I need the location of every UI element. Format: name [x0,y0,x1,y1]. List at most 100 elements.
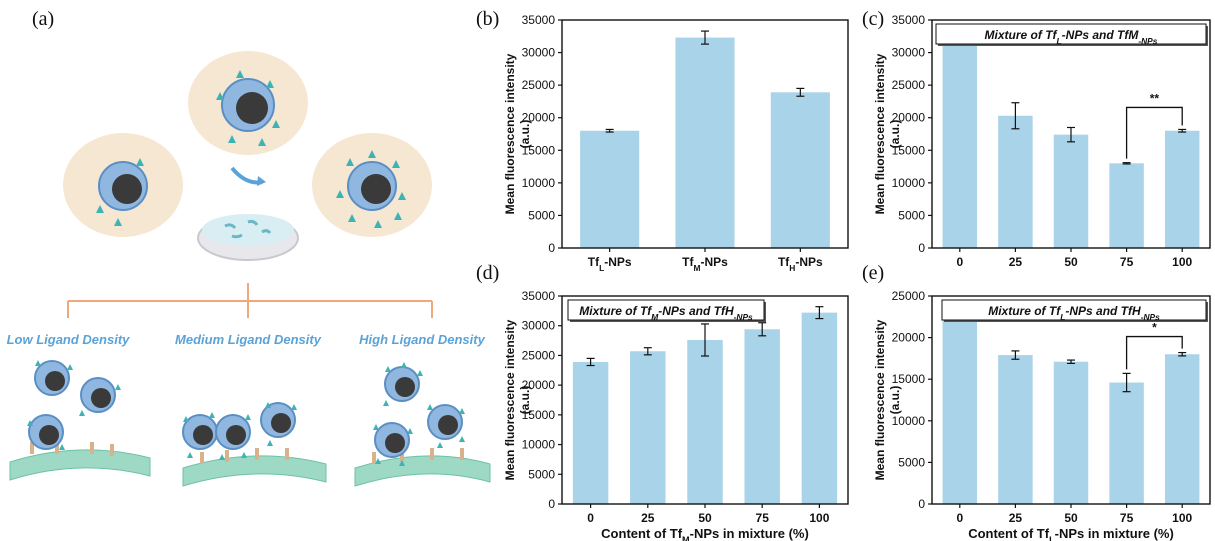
x-tick-label: 75 [1120,511,1134,525]
x-tick-label: 25 [1009,255,1023,269]
plot-area-e: 0 25 50 75 100 0 5000 10000 15000 20000 25000 [892,289,1211,525]
medium-density-nps [182,402,296,450]
y-tick-label: 35000 [892,13,926,27]
bar [770,92,830,249]
panel-label-c: (c) [862,8,885,30]
y-tick-label: 25000 [892,78,926,92]
y-tick-label: 35000 [522,13,556,27]
x-tick-label: 50 [1064,255,1078,269]
bar [630,351,666,504]
chart-d: 0 25 50 75 100 0 5000 10000 15000 20000 25000 30000… [503,289,849,541]
bar [1164,354,1200,504]
x-tick-label: 25 [1009,511,1023,525]
y-tick-label: 5000 [898,455,925,469]
axes-frame [931,295,1211,505]
y-axis-label-c: Mean fluorescence intensity (a.u.) [873,53,902,214]
bar [801,312,838,504]
bar [1053,361,1089,504]
y-tick-label: 30000 [522,319,556,333]
legend-box [567,299,765,321]
panel-label-b: (b) [476,8,500,30]
label-medium-density: Medium Ligand Density [175,332,322,347]
cell-membranes [9,449,491,487]
bar [744,329,780,504]
panel-label-e: (e) [862,262,885,284]
y-tick-label: 20000 [522,378,556,392]
y-tick-label: 5000 [898,208,925,222]
y-axis-unit: (a.u.) [888,120,902,149]
axes-frame [561,19,849,249]
x-tick-label: 25 [641,511,655,525]
small-ligand-icons [27,360,465,466]
y-tick-label: 0 [918,497,925,511]
y-axis-label: Mean fluorescence intensity [503,53,517,214]
x-axis-label-c: Content of TfL-NPs in mixture (%) [968,270,1174,272]
x-tick-label: TfM-NPs [682,255,728,272]
axes-frame [931,19,1211,249]
y-tick-label: 15000 [522,143,556,157]
significance-label: * [1152,321,1157,335]
y-tick-label: 30000 [522,46,556,60]
x-axis-label-d: Content of TfM-NPs in mixture (%) [601,526,809,541]
x-tick-label: 100 [809,511,829,525]
chart-e: 0 25 50 75 100 0 5000 10000 15000 20000 25000 Mean … [873,289,1211,541]
y-axis-unit: (a.u.) [518,120,532,149]
x-tick-label: 0 [956,255,963,269]
axes-frame [561,295,849,505]
ligand-icons [96,70,406,228]
y-axis-label-b: Mean fluorescence intensity (a.u.) [503,53,532,214]
y-tick-label: 0 [548,241,555,255]
x-tick-label: 0 [956,511,963,525]
receptor-icons [30,442,464,464]
y-axis-label: Mean fluorescence intensity [873,319,887,480]
legend-text: Mixture of TfL-NPs and TfH-NPs [988,304,1160,322]
y-axis-label-d: Mean fluorescence intensity (a.u.) [503,319,532,480]
x-tick-label: 100 [1172,511,1192,525]
bar [675,37,735,249]
y-tick-label: 25000 [522,348,556,362]
y-tick-label: 10000 [892,414,926,428]
y-tick-label: 0 [918,241,925,255]
y-tick-label: 0 [548,497,555,511]
legend-text: Mixture of TfL-NPs and TfM-NPs [985,28,1158,46]
y-tick-label: 20000 [522,111,556,125]
bar [1109,382,1144,504]
bar [1164,130,1200,248]
x-tick-label: 50 [1064,511,1078,525]
bar [1053,134,1089,248]
chart-c: 0 25 50 75 100 0 5000 10000 15000 20000 25000 30000… [873,13,1211,272]
high-density-nps [374,366,463,458]
density-bracket [67,283,433,318]
schematic-illustration: Low Ligand Density Medium Ligand Density… [7,51,491,487]
y-axis-unit: (a.u.) [518,386,532,415]
bar [942,305,978,504]
bar [998,115,1033,248]
bar [687,339,723,504]
panel-label-d: (d) [476,262,500,284]
bar [580,130,640,248]
y-tick-label: 25000 [522,78,556,92]
x-tick-label: 75 [756,511,770,525]
y-axis-label: Mean fluorescence intensity [503,319,517,480]
y-tick-label: 20000 [892,331,926,345]
y-axis-unit: (a.u.) [888,386,902,415]
chart-b: TfL-NPs TfM-NPs TfH-NPs 0 5000 10000 15000 2000… [503,13,849,272]
y-tick-label: 30000 [892,46,926,60]
bar [572,361,609,504]
curved-arrow-icon [230,166,263,185]
legend-box [935,23,1207,45]
y-axis-label-e: Mean fluorescence intensity (a.u.) [873,319,902,480]
significance-bracket [1125,106,1183,159]
y-tick-label: 10000 [892,176,926,190]
y-tick-label: 15000 [892,372,926,386]
np-low-bubble [98,161,148,211]
x-tick-label: 50 [698,511,712,525]
y-tick-label: 25000 [892,289,926,303]
np-medium-bubble [221,78,275,132]
significance-label: ** [1150,91,1160,105]
np-high-bubble [347,161,397,211]
bar [1109,163,1144,248]
y-tick-label: 10000 [522,438,556,452]
legend-text: Mixture of TfM-NPs and TfH-NPs [579,304,753,322]
significance-bracket [1125,335,1183,370]
